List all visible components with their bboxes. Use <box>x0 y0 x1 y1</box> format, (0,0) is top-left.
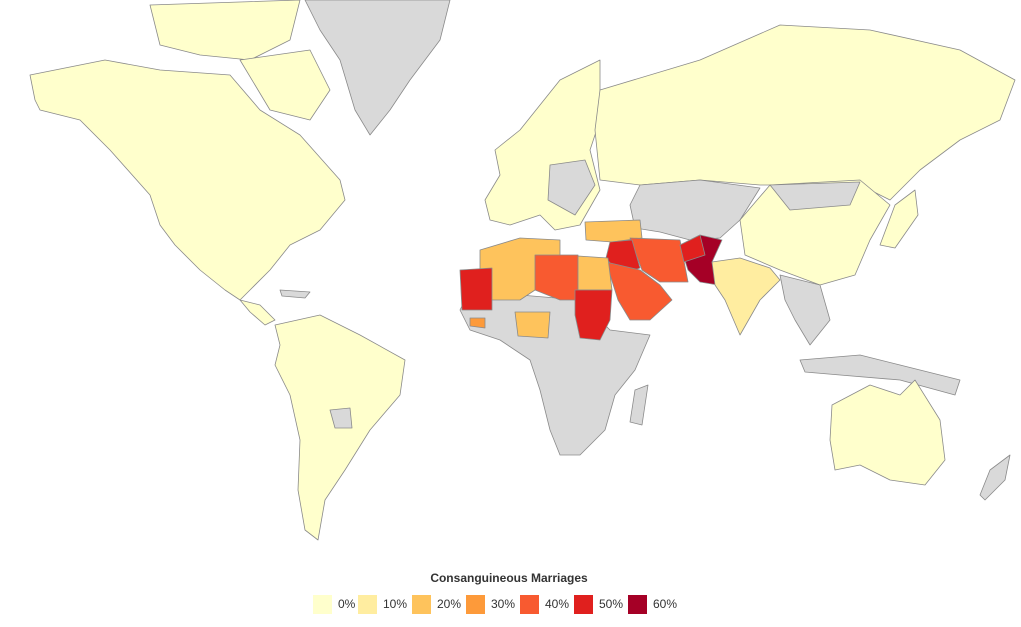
country <box>304 0 451 136</box>
country <box>584 219 643 243</box>
country <box>679 234 706 263</box>
legend: 0% 10% 20% 30% 40% 50% 60% <box>313 595 677 614</box>
legend-label: 20% <box>437 597 461 611</box>
country <box>779 274 831 346</box>
country <box>711 257 781 336</box>
country <box>979 454 1011 501</box>
country <box>799 354 961 396</box>
country <box>239 299 276 326</box>
country <box>829 379 946 486</box>
country <box>29 59 346 301</box>
country <box>574 289 613 341</box>
country <box>739 179 891 286</box>
legend-label: 60% <box>653 597 677 611</box>
legend-label: 40% <box>545 597 569 611</box>
country <box>629 237 689 283</box>
legend-label: 50% <box>599 597 623 611</box>
country <box>594 24 1016 201</box>
country <box>514 311 551 339</box>
country <box>459 289 651 456</box>
legend-swatch <box>412 595 431 614</box>
country <box>484 59 601 231</box>
legend-label: 30% <box>491 597 515 611</box>
country <box>279 289 311 299</box>
legend-swatch <box>466 595 485 614</box>
country <box>629 384 649 426</box>
countries <box>29 0 1016 541</box>
country <box>239 49 331 121</box>
legend-swatch <box>313 595 332 614</box>
legend-swatch <box>358 595 377 614</box>
legend-label: 0% <box>338 597 356 611</box>
country <box>769 181 861 211</box>
country <box>534 254 579 301</box>
legend-swatch <box>574 595 593 614</box>
country <box>459 267 493 311</box>
country <box>329 407 353 429</box>
legend-swatch <box>628 595 647 614</box>
country <box>547 159 596 216</box>
legend-title: Consanguineous Marriages <box>430 571 588 585</box>
legend-label: 10% <box>383 597 407 611</box>
legend-swatch <box>520 595 539 614</box>
country <box>879 189 919 249</box>
country <box>577 255 613 291</box>
country <box>149 0 301 61</box>
country <box>605 261 673 321</box>
country <box>469 317 486 329</box>
country <box>629 179 761 241</box>
